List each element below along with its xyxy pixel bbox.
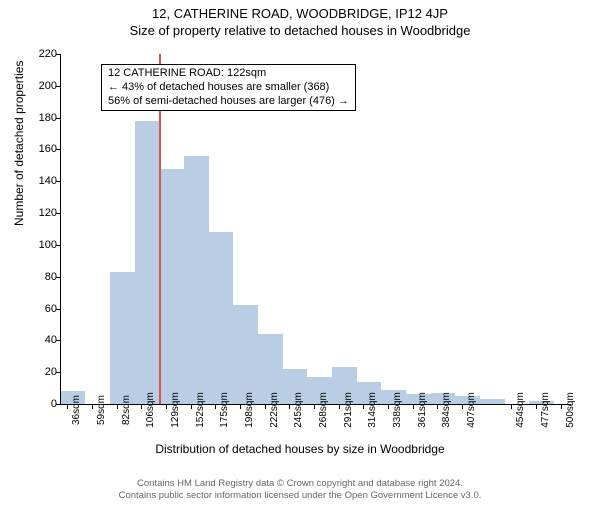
xtick-mark <box>339 404 340 409</box>
ytick-label: 120 <box>27 207 57 219</box>
ytick-label: 0 <box>27 398 57 410</box>
ytick-label: 60 <box>27 303 57 315</box>
xtick-label: 198sqm <box>244 392 255 428</box>
ytick-label: 20 <box>27 366 57 378</box>
xtick-label: 407sqm <box>466 392 477 428</box>
xtick-label: 338sqm <box>392 392 403 428</box>
footer-line-2: Contains public sector information licen… <box>0 490 600 502</box>
ytick-label: 200 <box>27 80 57 92</box>
xtick-label: 361sqm <box>417 392 428 428</box>
xtick-label: 291sqm <box>343 392 354 428</box>
ytick-label: 220 <box>27 48 57 60</box>
xtick-mark <box>191 404 192 409</box>
xtick-label: 106sqm <box>145 392 156 428</box>
ytick-label: 160 <box>27 143 57 155</box>
xtick-label: 314sqm <box>367 392 378 428</box>
xtick-mark <box>117 404 118 409</box>
xtick-mark <box>561 404 562 409</box>
xtick-label: 129sqm <box>170 392 181 428</box>
xtick-mark <box>413 404 414 409</box>
xtick-mark <box>265 404 266 409</box>
xtick-label: 245sqm <box>293 392 304 428</box>
footer-attribution: Contains HM Land Registry data © Crown c… <box>0 478 600 502</box>
ytick-label: 100 <box>27 239 57 251</box>
annotation-box: 12 CATHERINE ROAD: 122sqm← 43% of detach… <box>101 64 356 111</box>
page-title-address: 12, CATHERINE ROAD, WOODBRIDGE, IP12 4JP <box>0 6 600 21</box>
annotation-line: 56% of semi-detached houses are larger (… <box>108 95 349 109</box>
xtick-mark <box>511 404 512 409</box>
xtick-mark <box>67 404 68 409</box>
xtick-label: 500sqm <box>565 392 576 428</box>
chart-container: 02040608010012014016018020022036sqm59sqm… <box>60 54 570 424</box>
xtick-mark <box>141 404 142 409</box>
xtick-label: 477sqm <box>540 392 551 428</box>
histogram-bar <box>159 169 184 404</box>
xtick-mark <box>363 404 364 409</box>
xtick-label: 268sqm <box>318 392 329 428</box>
ytick-label: 80 <box>27 271 57 283</box>
ytick-label: 180 <box>27 112 57 124</box>
x-axis-label: Distribution of detached houses by size … <box>0 442 600 456</box>
xtick-mark <box>388 404 389 409</box>
xtick-label: 36sqm <box>71 395 82 425</box>
xtick-label: 82sqm <box>121 395 132 425</box>
footer-line-1: Contains HM Land Registry data © Crown c… <box>0 478 600 490</box>
xtick-mark <box>92 404 93 409</box>
xtick-label: 454sqm <box>515 392 526 428</box>
ytick-label: 40 <box>27 334 57 346</box>
xtick-label: 175sqm <box>219 392 230 428</box>
xtick-label: 384sqm <box>441 392 452 428</box>
histogram-bar <box>480 399 505 404</box>
ytick-label: 140 <box>27 175 57 187</box>
plot-area: 02040608010012014016018020022036sqm59sqm… <box>60 54 571 405</box>
histogram-bar <box>184 156 209 404</box>
histogram-bar <box>110 272 135 404</box>
xtick-label: 152sqm <box>195 392 206 428</box>
xtick-mark <box>462 404 463 409</box>
xtick-mark <box>166 404 167 409</box>
y-axis-label: Number of detached properties <box>12 61 26 226</box>
xtick-mark <box>536 404 537 409</box>
xtick-mark <box>240 404 241 409</box>
xtick-mark <box>289 404 290 409</box>
annotation-line: 12 CATHERINE ROAD: 122sqm <box>108 67 349 81</box>
histogram-bar <box>209 232 233 404</box>
xtick-mark <box>314 404 315 409</box>
histogram-bar <box>135 121 159 404</box>
page-title-subtitle: Size of property relative to detached ho… <box>0 23 600 38</box>
histogram-bar <box>233 305 258 404</box>
xtick-label: 222sqm <box>269 392 280 428</box>
xtick-mark <box>215 404 216 409</box>
annotation-line: ← 43% of detached houses are smaller (36… <box>108 81 349 95</box>
xtick-mark <box>437 404 438 409</box>
xtick-label: 59sqm <box>96 395 107 425</box>
